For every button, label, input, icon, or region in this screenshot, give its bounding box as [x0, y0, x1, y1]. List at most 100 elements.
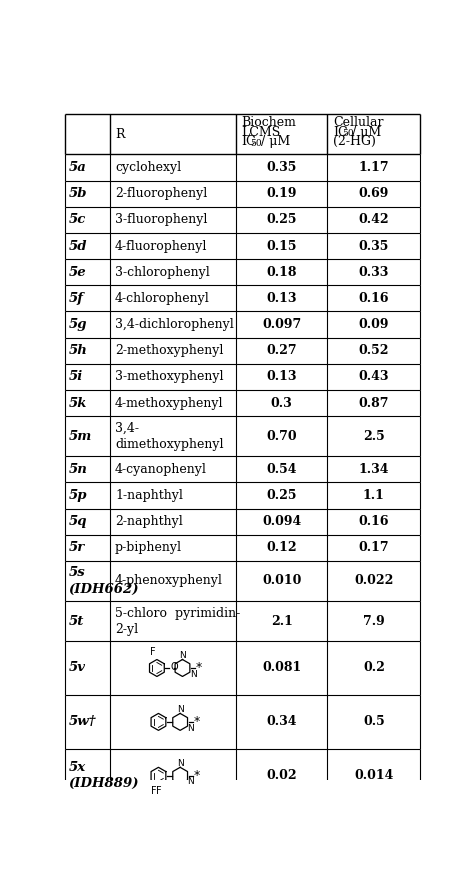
Text: 4-fluorophenyl: 4-fluorophenyl [115, 239, 208, 252]
Text: 2.5: 2.5 [363, 430, 385, 442]
Text: 5i: 5i [69, 371, 83, 384]
Text: 0.15: 0.15 [266, 239, 297, 252]
Text: 4-cyanophenyl: 4-cyanophenyl [115, 463, 207, 476]
Text: 1.1: 1.1 [363, 489, 385, 502]
Text: N: N [190, 669, 197, 679]
Text: 3,4-dichlorophenyl: 3,4-dichlorophenyl [115, 318, 234, 331]
Text: 5p: 5p [69, 489, 87, 502]
Text: 0.43: 0.43 [359, 371, 389, 384]
Text: 5h: 5h [69, 344, 87, 357]
Text: 0.25: 0.25 [266, 489, 297, 502]
Text: 5x
(IDH889): 5x (IDH889) [69, 761, 139, 790]
Text: 5v: 5v [69, 661, 85, 675]
Text: 7.9: 7.9 [363, 615, 385, 627]
Text: 5r: 5r [69, 541, 85, 555]
Text: R: R [115, 128, 125, 141]
Text: 1-naphthyl: 1-naphthyl [115, 489, 183, 502]
Text: 1.17: 1.17 [359, 161, 389, 174]
Text: 50: 50 [251, 138, 262, 148]
Text: 4-phenoxyphenyl: 4-phenoxyphenyl [115, 575, 223, 588]
Text: 0.27: 0.27 [266, 344, 297, 357]
Text: 0.42: 0.42 [359, 214, 389, 226]
Text: 5q: 5q [69, 515, 87, 528]
Text: 0.13: 0.13 [266, 371, 297, 384]
Text: 5e: 5e [69, 265, 86, 279]
Text: 5n: 5n [69, 463, 87, 476]
Text: 0.25: 0.25 [266, 214, 297, 226]
Text: 5c: 5c [69, 214, 86, 226]
Text: p-biphenyl: p-biphenyl [115, 541, 182, 555]
Text: 5s
(IDH662): 5s (IDH662) [69, 567, 139, 596]
Text: IC: IC [241, 135, 256, 148]
Text: *: * [193, 768, 200, 781]
Text: 0.17: 0.17 [359, 541, 389, 555]
Text: 2-methoxyphenyl: 2-methoxyphenyl [115, 344, 223, 357]
Text: 0.094: 0.094 [262, 515, 301, 528]
Text: 2-fluorophenyl: 2-fluorophenyl [115, 187, 207, 201]
Text: Cellular: Cellular [333, 117, 383, 130]
Text: F: F [151, 786, 156, 795]
Text: 0.35: 0.35 [266, 161, 297, 174]
Text: N: N [188, 778, 194, 787]
Text: cyclohexyl: cyclohexyl [115, 161, 181, 174]
Text: 0.33: 0.33 [359, 265, 389, 279]
Text: LCMS: LCMS [241, 125, 281, 138]
Text: 0.081: 0.081 [262, 661, 301, 675]
Text: 5t: 5t [69, 615, 84, 627]
Text: 2-naphthyl: 2-naphthyl [115, 515, 183, 528]
Text: 5k: 5k [69, 397, 87, 410]
Text: 0.87: 0.87 [359, 397, 389, 410]
Text: N: N [188, 724, 194, 732]
Text: N: N [177, 705, 183, 714]
Text: 0.35: 0.35 [359, 239, 389, 252]
Text: 5g: 5g [69, 318, 87, 331]
Text: IC: IC [333, 125, 347, 138]
Text: 3-chlorophenyl: 3-chlorophenyl [115, 265, 210, 279]
Text: 2.1: 2.1 [271, 615, 292, 627]
Text: F: F [150, 647, 155, 657]
Text: 0.022: 0.022 [354, 575, 393, 588]
Text: 0.13: 0.13 [266, 292, 297, 305]
Text: 0.010: 0.010 [262, 575, 301, 588]
Text: 5d: 5d [69, 239, 87, 252]
Text: 4-chlorophenyl: 4-chlorophenyl [115, 292, 210, 305]
Text: 0.2: 0.2 [363, 661, 385, 675]
Text: Biochem: Biochem [241, 117, 296, 130]
Text: 0.18: 0.18 [266, 265, 297, 279]
Text: 1.34: 1.34 [359, 463, 389, 476]
Text: 0.19: 0.19 [266, 187, 297, 201]
Text: 3-fluorophenyl: 3-fluorophenyl [115, 214, 208, 226]
Text: 5m: 5m [69, 430, 92, 442]
Text: / μM: / μM [257, 135, 290, 148]
Text: N: N [179, 651, 186, 661]
Text: N: N [177, 759, 183, 768]
Text: 0.16: 0.16 [359, 292, 389, 305]
Text: 0.014: 0.014 [354, 769, 393, 782]
Text: 5b: 5b [69, 187, 87, 201]
Text: F: F [156, 786, 162, 795]
Text: 3-methoxyphenyl: 3-methoxyphenyl [115, 371, 224, 384]
Text: 0.70: 0.70 [266, 430, 297, 442]
Text: / μM: / μM [348, 125, 382, 138]
Text: *: * [193, 715, 200, 728]
Text: 0.12: 0.12 [266, 541, 297, 555]
Text: 0.09: 0.09 [359, 318, 389, 331]
Text: 5w†: 5w† [69, 716, 96, 728]
Text: 0.02: 0.02 [266, 769, 297, 782]
Text: (2-HG): (2-HG) [333, 135, 376, 148]
Text: 5a: 5a [69, 161, 86, 174]
Text: 0.54: 0.54 [266, 463, 297, 476]
Text: 0.3: 0.3 [271, 397, 292, 410]
Text: 5-chloro  pyrimidin-
2-yl: 5-chloro pyrimidin- 2-yl [115, 606, 240, 635]
Text: 50: 50 [342, 130, 354, 138]
Text: 0.16: 0.16 [359, 515, 389, 528]
Text: 0.69: 0.69 [359, 187, 389, 201]
Text: *: * [196, 661, 202, 674]
Text: 0.5: 0.5 [363, 716, 385, 728]
Text: O: O [171, 662, 179, 672]
Text: 0.52: 0.52 [359, 344, 389, 357]
Text: 5f: 5f [69, 292, 83, 305]
Text: 3,4-
dimethoxyphenyl: 3,4- dimethoxyphenyl [115, 421, 224, 451]
Text: 0.34: 0.34 [266, 716, 297, 728]
Text: 0.097: 0.097 [262, 318, 301, 331]
